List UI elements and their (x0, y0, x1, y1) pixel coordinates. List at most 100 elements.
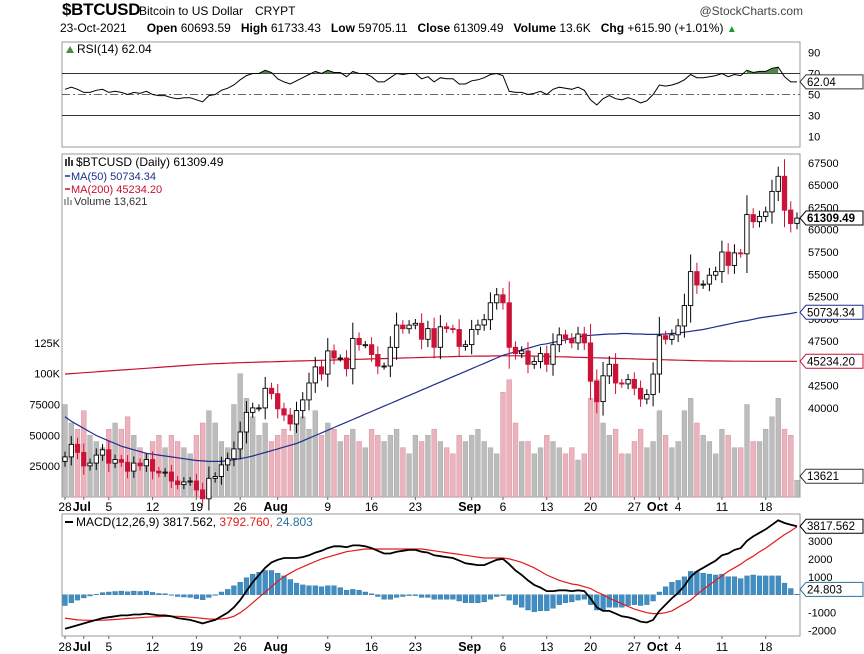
volume-bar (606, 435, 612, 498)
candle (193, 473, 200, 497)
volume-bar (356, 441, 362, 498)
volume-bar (775, 398, 781, 498)
candle-body (87, 462, 93, 467)
candle (343, 350, 350, 377)
volume-bar (662, 435, 669, 498)
macd-histogram-bar (631, 594, 638, 605)
macd-histogram-bar (519, 594, 525, 608)
candle-body (337, 357, 343, 360)
volume-bar (350, 428, 356, 498)
chg-up-arrow-icon: ▲ (726, 24, 737, 35)
macd-x-axis-label: 9 (324, 640, 331, 654)
volume-bar (669, 447, 675, 498)
candle (256, 404, 262, 412)
candle-body (293, 410, 300, 425)
candle (494, 288, 500, 310)
candle-body (475, 324, 481, 331)
price-x-axis-label: 12 (146, 500, 160, 514)
candle (537, 346, 544, 369)
macd-histogram-bar (394, 594, 400, 598)
macd-axis-tick: 3000 (808, 536, 832, 548)
candle (368, 337, 375, 362)
candle-body (569, 337, 575, 344)
price-axis-tick: 65000 (808, 180, 839, 192)
candle (400, 320, 406, 334)
macd-value-tag: 3817.562 (799, 518, 864, 534)
macd-histogram-bar (149, 592, 156, 595)
macd-histogram-bar (81, 594, 87, 599)
candle-body (750, 214, 756, 223)
candle (325, 338, 331, 387)
candle (231, 441, 237, 467)
high-value: 61733.43 (270, 21, 321, 35)
candle (118, 454, 124, 467)
macd-histogram-bar (537, 594, 544, 612)
candle (719, 240, 725, 283)
candle-body (619, 382, 625, 385)
volume-bar (462, 441, 469, 498)
candle-body (325, 350, 331, 375)
volume-bar (794, 479, 800, 498)
candle (450, 324, 456, 334)
volume-bar (362, 447, 368, 498)
symbol-description: Bitcoin to US Dollar (139, 4, 244, 18)
macd-value-tag-text: 3817.562 (807, 521, 855, 533)
macd-histogram-bar (744, 575, 750, 595)
candle-body (763, 211, 769, 217)
price-value-tag-box (799, 210, 864, 226)
macd-histogram-bar (275, 573, 281, 595)
volume-bar (788, 435, 794, 498)
macd-histogram-bar (212, 594, 218, 596)
candle-body (268, 387, 275, 395)
macd-histogram-bar (156, 593, 162, 595)
candle (675, 318, 681, 342)
candle-body (644, 394, 650, 400)
volume-bar (500, 391, 506, 498)
macd-histogram-bar (556, 594, 562, 605)
candle-body (256, 407, 262, 410)
macd-axis-tick: 2000 (808, 554, 832, 566)
candle (156, 466, 162, 478)
rsi-legend-bg (64, 43, 204, 56)
macd-histogram-bar (750, 574, 756, 595)
price-axis-tick: 67500 (808, 158, 839, 170)
candle (519, 346, 525, 359)
candle (713, 266, 719, 281)
price-x-axis-label: 23 (409, 500, 423, 514)
candle-body (375, 354, 381, 367)
candle-body (68, 443, 74, 458)
candle-body (387, 346, 393, 367)
macd-x-axis-label: 5 (105, 640, 112, 654)
candle (544, 345, 550, 373)
ma200-value-tag-box (799, 353, 864, 369)
candle-body (681, 305, 688, 327)
candle-body (362, 344, 368, 347)
volume-bar (137, 447, 143, 498)
price-axis-tick: 57500 (808, 247, 839, 259)
macd-histogram-bar (713, 574, 719, 595)
rsi-legend: RSI(14) 62.04 (77, 42, 152, 56)
volume-bar (337, 441, 343, 498)
volume-bar (393, 428, 400, 498)
volume-bar (406, 453, 412, 498)
rsi-axis-tick: 50 (808, 90, 820, 102)
candle (149, 451, 156, 480)
macd-histogram-bar (287, 579, 293, 596)
volume-label: Volume (513, 21, 556, 35)
candle (199, 482, 206, 506)
candle (612, 353, 619, 394)
volume-bar (675, 441, 681, 498)
candle-body (281, 408, 287, 416)
candle-body (600, 375, 606, 403)
candle-body (199, 489, 206, 500)
price-axis-tick: 60000 (808, 225, 839, 237)
candle (637, 380, 644, 407)
macd-x-axis-label: 16 (365, 640, 379, 654)
macd-histogram-bar (162, 593, 168, 596)
macd-histogram-bar (174, 594, 181, 597)
candle-body (587, 342, 594, 382)
candle (143, 453, 149, 472)
candle-body (494, 294, 500, 304)
rsi-overbought-fill (352, 71, 366, 74)
macd-x-axis-label: 11 (716, 640, 729, 654)
